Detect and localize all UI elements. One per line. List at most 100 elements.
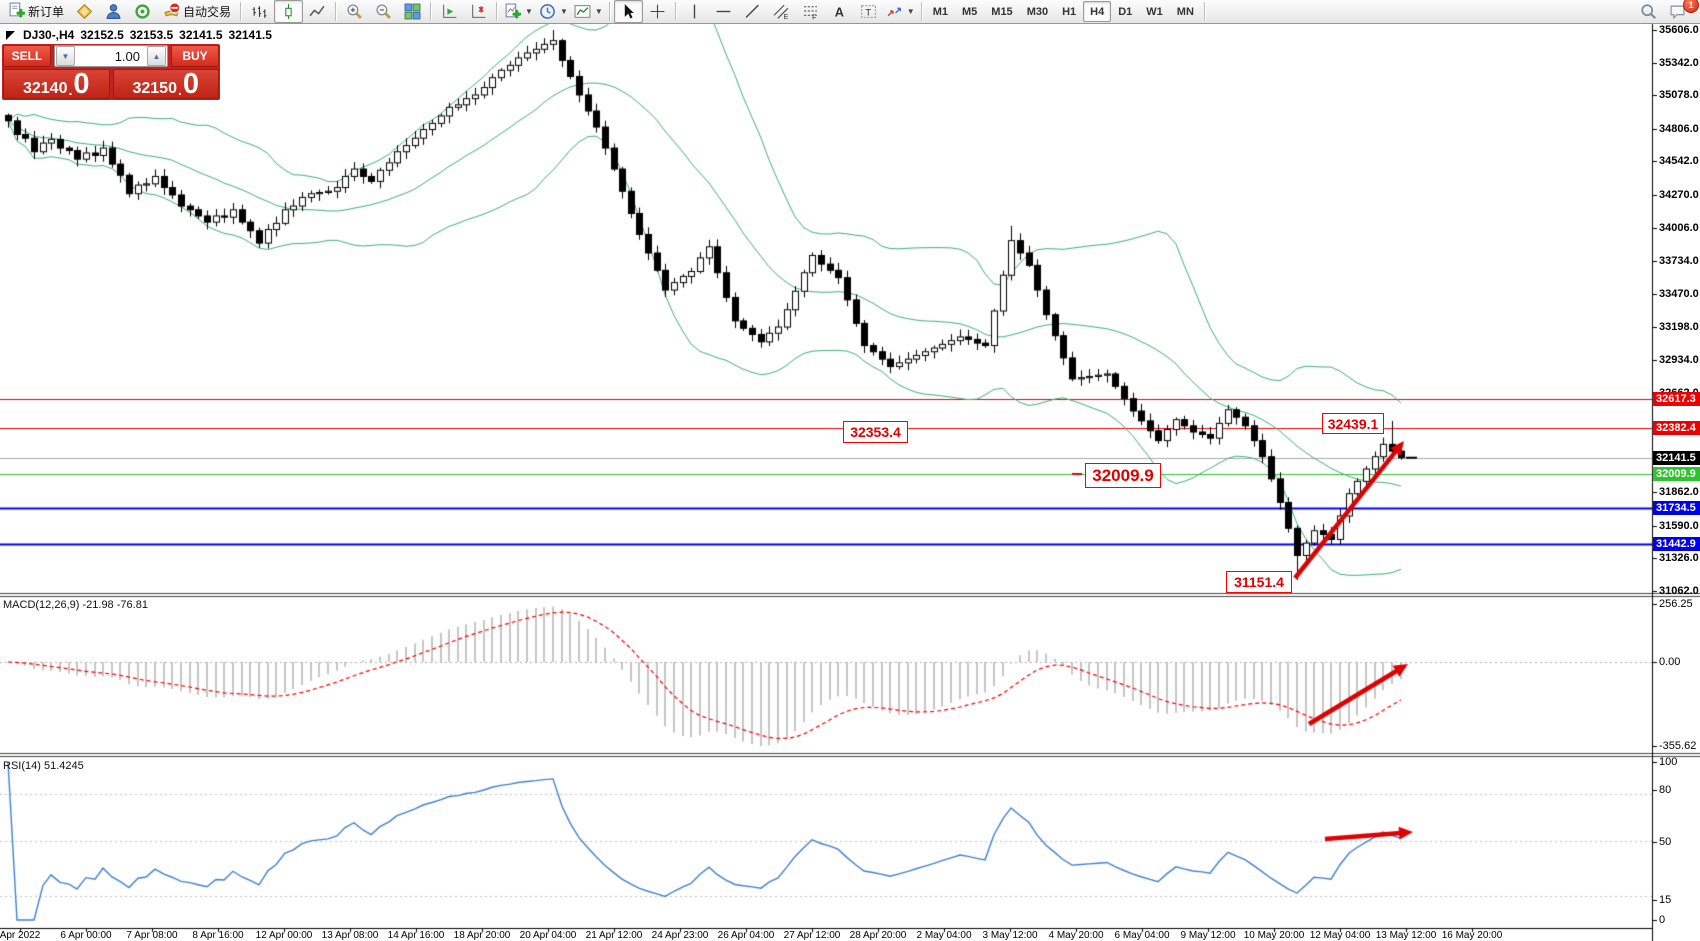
timeframe-m15[interactable]: M15 <box>991 5 1013 18</box>
price-annotation: 32353.4 <box>843 421 908 443</box>
toolbar-separator <box>1203 2 1206 21</box>
rsi-axis-label: 100 <box>1659 756 1678 768</box>
chevron-down-icon: ▼ <box>559 7 568 16</box>
svg-text:A: A <box>835 4 844 19</box>
time-axis-label: 21 Apr 12:00 <box>585 930 643 941</box>
price-axis-label: 32934.0 <box>1659 353 1699 366</box>
bar-chart-button[interactable] <box>245 0 274 23</box>
time-axis-label: 13 May 12:00 <box>1375 930 1437 941</box>
new-order-label: 新订单 <box>28 5 65 19</box>
auto-trading-label: 自动交易 <box>183 5 232 19</box>
horizontal-line-tool-button[interactable] <box>709 0 738 23</box>
profile-icon[interactable] <box>70 0 99 23</box>
time-axis-label: 6 Apr 00:00 <box>60 930 112 941</box>
price-annotation: 31151.4 <box>1226 571 1292 593</box>
timeframe-w1[interactable]: W1 <box>1146 5 1163 18</box>
price-axis-label: 35606.0 <box>1659 24 1699 37</box>
price-axis-label: 33198.0 <box>1659 321 1699 334</box>
rsi-axis-label: 80 <box>1659 784 1672 796</box>
trendline-tool-button[interactable] <box>738 0 767 23</box>
toolbar-separator <box>608 2 611 21</box>
svg-text:T: T <box>865 8 871 19</box>
price-axis-badge: 31734.5 <box>1653 500 1700 515</box>
text-tool-button[interactable]: A <box>825 0 854 23</box>
volume-increase-button[interactable]: ▲ <box>147 46 166 66</box>
time-axis-label: 7 Apr 08:00 <box>126 930 178 941</box>
timeframe-h4[interactable]: H4 <box>1083 1 1112 22</box>
chevron-down-icon: ▼ <box>906 7 915 16</box>
timeframe-h1[interactable]: H1 <box>1062 5 1077 18</box>
price-axis-badge: 32141.5 <box>1653 450 1700 465</box>
notification-badge: 1 <box>1683 0 1699 13</box>
time-axis-label: 10 May 20:00 <box>1243 930 1305 941</box>
candlestick-chart-button[interactable] <box>274 0 304 23</box>
auto-trading-button[interactable]: 自动交易 <box>157 0 237 23</box>
main-toolbar: 新订单 自动交易 ▼ ▼ ▼ E F A T ▼ <box>0 0 1700 24</box>
zoom-out-button[interactable] <box>369 0 398 23</box>
toolbar-separator <box>240 2 243 21</box>
rsi-axis-label: 15 <box>1659 894 1672 906</box>
timeframe-m5[interactable]: M5 <box>962 5 978 18</box>
symbol-period: DJ30-,H4 <box>23 28 75 42</box>
vertical-line-tool-button[interactable] <box>680 0 709 23</box>
auto-scroll-button[interactable] <box>464 0 493 23</box>
volume-spinner: ▼ ▲ <box>54 45 168 67</box>
volume-decrease-button[interactable]: ▼ <box>56 46 75 66</box>
price-axis-label: 31326.0 <box>1659 552 1699 565</box>
price-axis-label: 34806.0 <box>1659 122 1699 135</box>
fibonacci-tool-button[interactable]: F <box>796 0 825 23</box>
toolbar-separator <box>430 2 433 21</box>
ohlc-close: 32141.5 <box>228 28 272 42</box>
price-annotation: 32439.1 <box>1322 413 1384 434</box>
chevron-down-icon: ▼ <box>594 7 603 16</box>
timeframe-m30[interactable]: M30 <box>1026 5 1049 18</box>
svg-text:E: E <box>783 14 788 20</box>
price-axis-badge: 32617.3 <box>1653 392 1700 406</box>
sell-button[interactable]: SELL <box>3 45 51 67</box>
periods-button[interactable]: ▼ <box>536 0 571 23</box>
chart-shift-button[interactable] <box>435 0 464 23</box>
equidistant-channel-tool-button[interactable]: E <box>767 0 796 23</box>
new-order-button[interactable]: 新订单 <box>2 0 70 23</box>
timeframe-mn[interactable]: MN <box>1176 5 1194 18</box>
crosshair-tool-button[interactable] <box>643 0 672 23</box>
time-axis-label: 18 Apr 20:00 <box>453 930 511 941</box>
line-chart-button[interactable] <box>303 0 332 23</box>
volume-input[interactable] <box>76 47 146 65</box>
signals-icon[interactable] <box>128 0 157 23</box>
price-axis-label: 31862.0 <box>1659 486 1699 499</box>
time-axis-label: 16 May 20:00 <box>1441 930 1503 941</box>
timeframe-m1[interactable]: M1 <box>932 5 948 18</box>
search-icon[interactable] <box>1634 0 1663 23</box>
time-axis-label: 28 Apr 20:00 <box>849 930 907 941</box>
indicators-button[interactable]: ▼ <box>571 0 606 23</box>
macd-axis-label: 0.00 <box>1659 656 1681 668</box>
toolbar-separator <box>674 2 677 21</box>
buy-button[interactable]: BUY <box>171 45 219 67</box>
sell-price[interactable]: 32140. 0 <box>3 69 110 99</box>
rsi-axis-label: 50 <box>1659 836 1672 848</box>
price-annotation: 32009.9 <box>1085 463 1161 488</box>
toolbar-right: 1 <box>1634 0 1699 23</box>
ohlc-open: 32152.5 <box>80 28 124 42</box>
time-axis-label: 26 Apr 04:00 <box>717 930 775 941</box>
timeframe-d1[interactable]: D1 <box>1118 5 1133 18</box>
ohlc-low: 32141.5 <box>179 28 223 42</box>
zoom-in-button[interactable] <box>340 0 369 23</box>
price-axis-label: 33470.0 <box>1659 287 1699 300</box>
buy-price[interactable]: 32150. 0 <box>112 69 219 99</box>
price-axis-label: 34270.0 <box>1659 188 1699 201</box>
toolbar-separator <box>496 2 499 21</box>
time-axis-label: 13 Apr 08:00 <box>321 930 379 941</box>
cursor-tool-button[interactable] <box>613 0 643 23</box>
tile-windows-button[interactable] <box>398 0 427 23</box>
arrows-tool-button[interactable]: ▼ <box>883 0 918 23</box>
triangle-up-icon: ▲ <box>152 51 161 61</box>
tester-icon[interactable] <box>99 0 128 23</box>
one-click-collapse-icon[interactable] <box>6 30 15 40</box>
rsi-label: RSI(14) 51.4245 <box>3 760 84 772</box>
new-chart-button[interactable]: ▼ <box>501 0 536 23</box>
chat-button[interactable]: 1 <box>1663 0 1699 23</box>
text-label-tool-button[interactable]: T <box>854 0 883 23</box>
